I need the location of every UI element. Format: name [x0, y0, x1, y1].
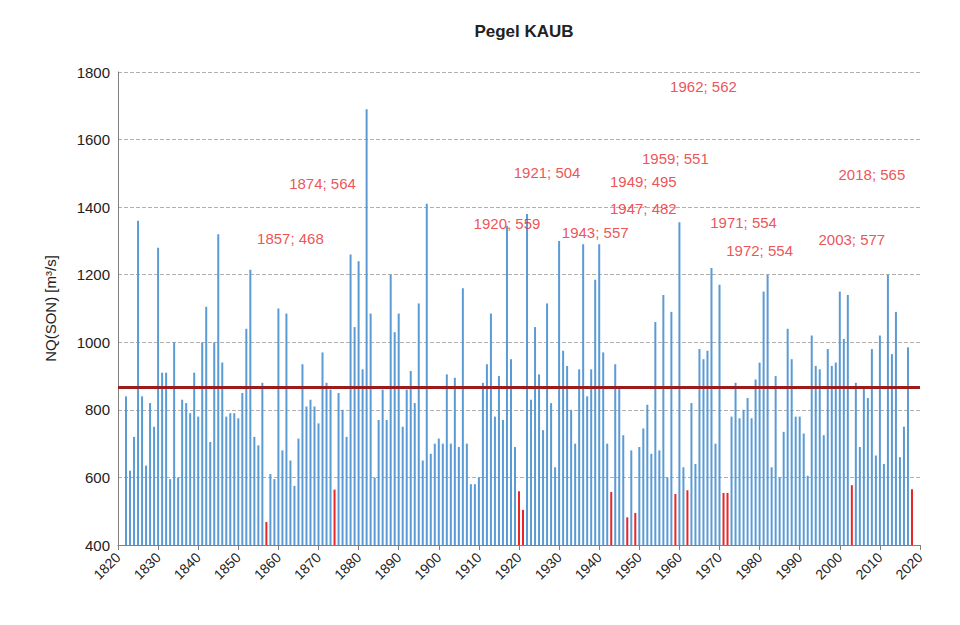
svg-text:Pegel KAUB: Pegel KAUB: [474, 22, 573, 41]
svg-text:2003; 577: 2003; 577: [818, 231, 885, 248]
svg-text:1000: 1000: [77, 334, 110, 351]
svg-text:1880: 1880: [331, 549, 364, 582]
svg-text:1874; 564: 1874; 564: [289, 175, 356, 192]
svg-text:600: 600: [85, 469, 110, 486]
svg-text:1950: 1950: [612, 549, 645, 582]
svg-text:1970: 1970: [692, 549, 725, 582]
svg-text:1890: 1890: [371, 549, 404, 582]
svg-text:1910: 1910: [451, 549, 484, 582]
svg-text:2010: 2010: [852, 549, 885, 582]
svg-text:1960: 1960: [652, 549, 685, 582]
svg-text:1971; 554: 1971; 554: [710, 214, 777, 231]
svg-text:1600: 1600: [77, 131, 110, 148]
svg-text:1820: 1820: [90, 549, 123, 582]
svg-text:1920; 559: 1920; 559: [474, 215, 541, 232]
svg-text:1920: 1920: [491, 549, 524, 582]
svg-text:1921; 504: 1921; 504: [514, 164, 581, 181]
svg-text:1949; 495: 1949; 495: [610, 173, 677, 190]
svg-text:800: 800: [85, 401, 110, 418]
svg-text:2000: 2000: [812, 549, 845, 582]
svg-text:1200: 1200: [77, 266, 110, 283]
svg-text:1900: 1900: [411, 549, 444, 582]
svg-text:1990: 1990: [772, 549, 805, 582]
svg-text:2020: 2020: [892, 549, 925, 582]
svg-text:1930: 1930: [531, 549, 564, 582]
svg-text:1870: 1870: [291, 549, 324, 582]
svg-text:1850: 1850: [211, 549, 244, 582]
svg-text:1940: 1940: [572, 549, 605, 582]
svg-text:1972; 554: 1972; 554: [726, 242, 793, 259]
svg-text:1959; 551: 1959; 551: [642, 150, 709, 167]
svg-text:1830: 1830: [130, 549, 163, 582]
svg-text:1947; 482: 1947; 482: [610, 200, 677, 217]
svg-text:400: 400: [85, 537, 110, 554]
svg-text:1860: 1860: [251, 549, 284, 582]
svg-text:1980: 1980: [732, 549, 765, 582]
svg-text:1962; 562: 1962; 562: [670, 78, 737, 95]
svg-text:NQ(SON) [m³/s]: NQ(SON) [m³/s]: [42, 255, 59, 362]
svg-text:1943; 557: 1943; 557: [562, 224, 629, 241]
svg-text:1857; 468: 1857; 468: [257, 230, 324, 247]
svg-text:2018; 565: 2018; 565: [839, 166, 906, 183]
svg-text:1800: 1800: [77, 64, 110, 81]
svg-text:1840: 1840: [171, 549, 204, 582]
svg-text:1400: 1400: [77, 199, 110, 216]
